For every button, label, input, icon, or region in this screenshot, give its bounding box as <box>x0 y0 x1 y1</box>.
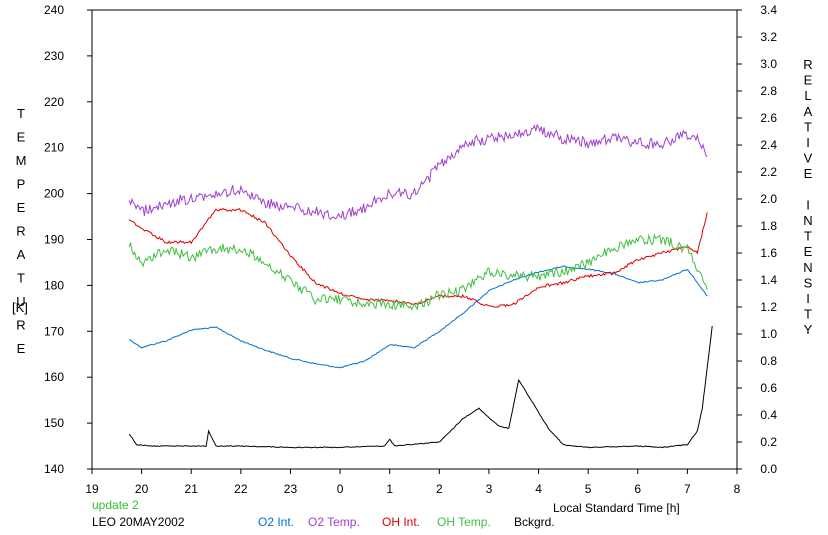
y-right-tick-label: 1.8 <box>760 219 777 233</box>
x-tick-label: 0 <box>337 482 344 496</box>
right-axis-letter: R <box>803 57 812 72</box>
y-right-tick-label: 0.6 <box>760 381 777 395</box>
left-axis-letter: E <box>17 130 26 145</box>
x-tick-label: 21 <box>185 482 199 496</box>
right-axis-letter: T <box>804 307 812 322</box>
series-line-o2-int <box>129 265 708 369</box>
right-axis-letter: T <box>804 229 812 244</box>
right-axis-letter: Y <box>804 322 813 337</box>
x-tick-label: 1 <box>386 482 393 496</box>
y-right-tick-label: 0.2 <box>760 435 777 449</box>
station-date-label: LEO 20MAY2002 <box>92 515 185 529</box>
y-right-tick-label: 1.6 <box>760 246 777 260</box>
x-tick-label: 3 <box>486 482 493 496</box>
y-right-tick-label: 2.0 <box>760 192 777 206</box>
right-axis-letter: A <box>804 104 813 119</box>
right-axis-letter: E <box>804 166 813 181</box>
x-tick-label: 2 <box>436 482 443 496</box>
y-right-tick-label: 2.6 <box>760 111 777 125</box>
y-right-tick-label: 0.8 <box>760 354 777 368</box>
left-axis-letter: T <box>17 106 25 121</box>
right-axis-letter: S <box>804 275 813 290</box>
right-axis-letter: V <box>804 151 813 166</box>
y-right-tick-label: 2.4 <box>760 138 777 152</box>
y-right-tick-label: 1.4 <box>760 273 777 287</box>
left-axis-letter: T <box>17 271 25 286</box>
right-axis-letter: E <box>804 244 813 259</box>
left-axis-letter: R <box>16 224 25 239</box>
x-tick-label: 23 <box>284 482 298 496</box>
right-axis-letter: N <box>803 260 812 275</box>
y-right-tick-label: 2.2 <box>760 165 777 179</box>
x-axis-label: Local Standard Time [h] <box>553 501 680 515</box>
y-left-tick-label: 230 <box>44 49 64 63</box>
legend-entry: O2 Int. <box>258 515 295 529</box>
y-left-tick-label: 140 <box>44 462 64 476</box>
y-right-tick-label: 2.8 <box>760 84 777 98</box>
left-axis-letter: U <box>16 294 25 309</box>
x-tick-label: 6 <box>634 482 641 496</box>
left-axis-letter: E <box>17 200 26 215</box>
left-axis-letter: P <box>17 177 26 192</box>
x-tick-label: 7 <box>684 482 691 496</box>
y-right-tick-label: 1.2 <box>760 300 777 314</box>
y-left-tick-label: 180 <box>44 278 64 292</box>
x-tick-label: 4 <box>535 482 542 496</box>
legend-entry: Bckgrd. <box>514 515 555 529</box>
y-right-tick-label: 1.0 <box>760 327 777 341</box>
series-line-bckgrd <box>128 325 713 449</box>
y-right-tick-label: 3.2 <box>760 30 777 44</box>
series-line-o2-temp <box>128 123 708 221</box>
right-axis-letter: I <box>806 197 810 212</box>
left-axis-unit: [K] <box>12 300 28 315</box>
y-left-tick-label: 150 <box>44 416 64 430</box>
legend-entry: OH Temp. <box>437 515 491 529</box>
x-tick-label: 20 <box>135 482 149 496</box>
y-right-tick-label: 3.4 <box>760 3 777 17</box>
right-axis-letter: I <box>806 291 810 306</box>
plot-lines <box>128 123 713 449</box>
right-axis-letter: L <box>804 88 811 103</box>
series-line-oh-temp <box>128 233 708 311</box>
right-axis-letter: T <box>804 119 812 134</box>
y-left-tick-label: 220 <box>44 95 64 109</box>
right-axis-letter: N <box>803 213 812 228</box>
right-axis-letter: I <box>806 135 810 150</box>
y-right-tick-label: 0.4 <box>760 408 777 422</box>
x-tick-label: 19 <box>85 482 99 496</box>
series-line-oh-int <box>129 207 708 308</box>
left-axis-letter: E <box>17 341 26 356</box>
x-tick-label: 8 <box>734 482 741 496</box>
y-right-tick-label: 3.0 <box>760 57 777 71</box>
left-axis-letter: A <box>17 247 26 262</box>
legend-entry: O2 Temp. <box>308 515 360 529</box>
update-label: update 2 <box>92 498 139 512</box>
y-left-tick-label: 240 <box>44 3 64 17</box>
y-left-tick-label: 200 <box>44 187 64 201</box>
x-tick-label: 5 <box>585 482 592 496</box>
right-axis-letter: E <box>804 73 813 88</box>
y-left-tick-label: 210 <box>44 141 64 155</box>
left-axis-letter: R <box>16 318 25 333</box>
y-left-tick-label: 160 <box>44 370 64 384</box>
plot-frame <box>91 9 738 470</box>
left-axis-letter: M <box>16 153 27 168</box>
y-left-tick-label: 170 <box>44 324 64 338</box>
legend-entry: OH Int. <box>382 515 421 529</box>
axis-ticks: 19 20 21 22 23 0 1 2 3 4 5 6 7 8140150160170180190200… <box>44 3 777 496</box>
y-right-tick-label: 0.0 <box>760 462 777 476</box>
x-tick-label: 22 <box>234 482 248 496</box>
y-left-tick-label: 190 <box>44 233 64 247</box>
